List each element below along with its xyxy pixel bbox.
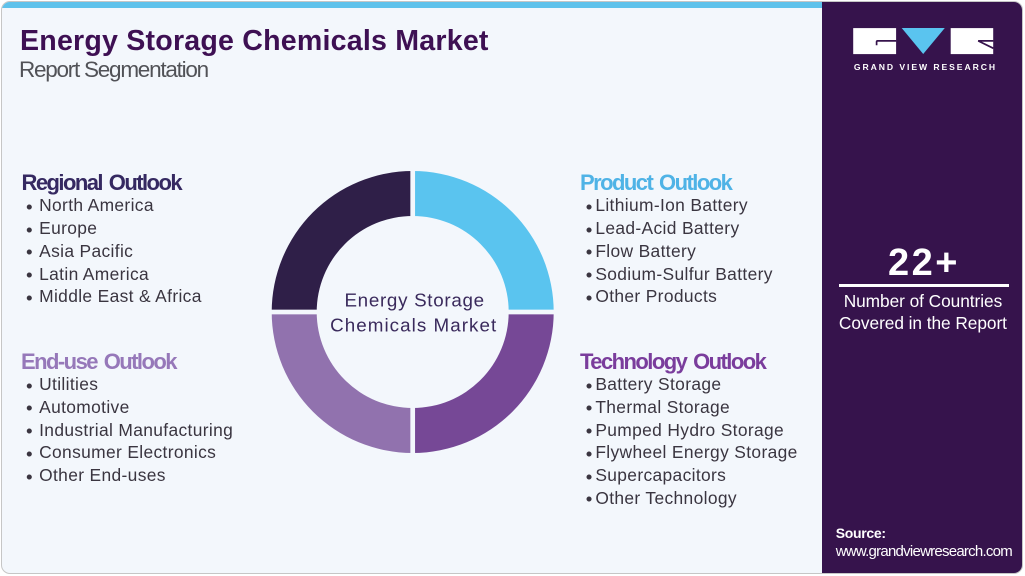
svg-text:Energy Storage: Energy Storage	[344, 289, 484, 310]
svg-text:Chemicals Market: Chemicals Market	[330, 314, 497, 335]
